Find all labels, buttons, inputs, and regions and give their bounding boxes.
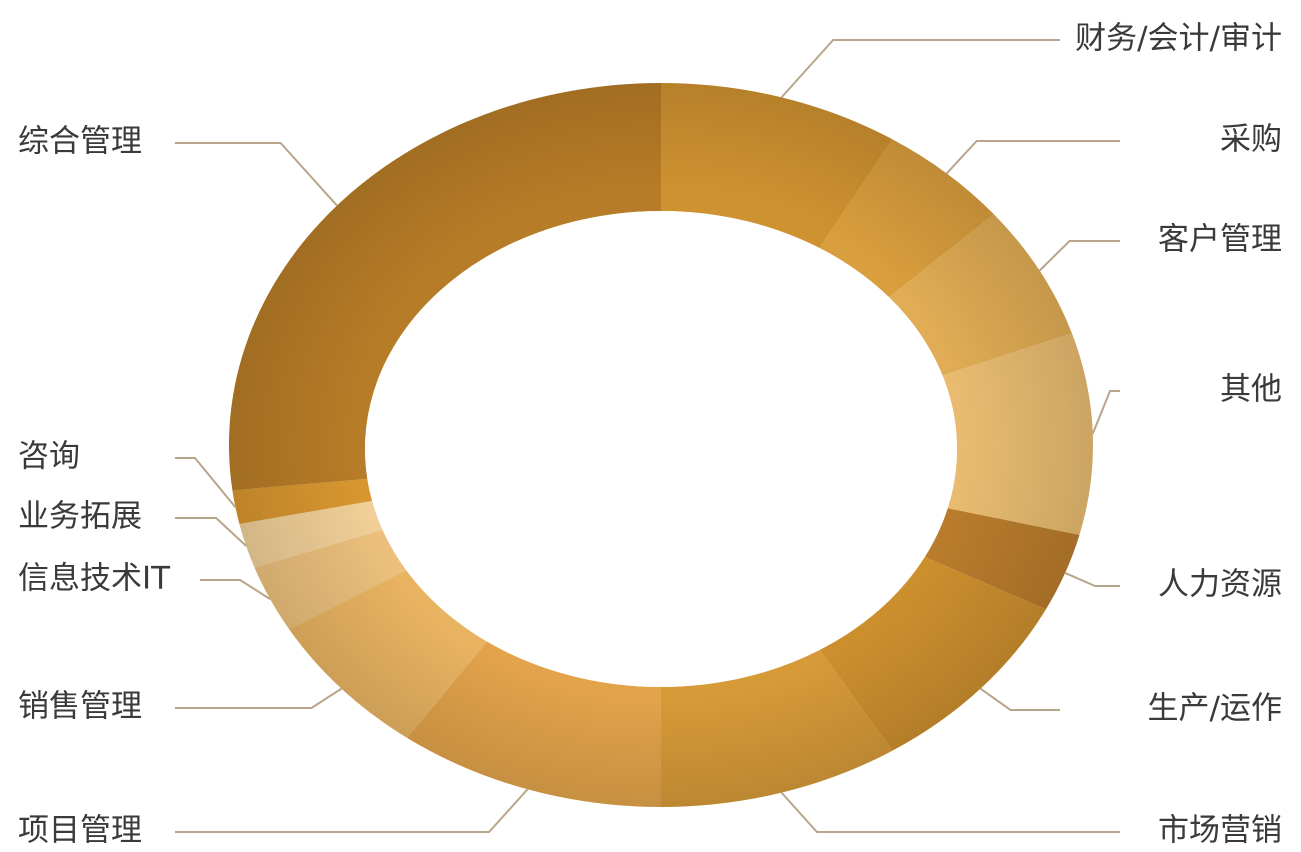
slice-label: 其他 — [1220, 372, 1282, 408]
leader-line — [175, 687, 343, 709]
slice-label-group: 市场营销 — [780, 791, 1282, 849]
slice-label-group: 信息技术IT — [18, 561, 271, 600]
slice-label-group: 人力资源 — [1064, 567, 1282, 603]
slice-label: 人力资源 — [1158, 567, 1282, 603]
leader-line — [1091, 390, 1120, 435]
slice-label-group: 综合管理 — [18, 124, 338, 207]
slice-label: 市场营销 — [1158, 813, 1282, 849]
leader-line — [175, 517, 247, 547]
leader-line — [1064, 572, 1120, 587]
slice-label: 综合管理 — [18, 124, 142, 160]
slice-label-group: 其他 — [1091, 372, 1282, 435]
slice-label-group: 业务拓展 — [18, 499, 247, 547]
slice-label: 客户管理 — [1158, 222, 1282, 258]
leader-line — [1038, 240, 1120, 272]
leader-line — [780, 39, 1060, 99]
slice-label-group: 咨询 — [18, 439, 237, 508]
slice-label: 项目管理 — [18, 813, 142, 849]
slice-label: 销售管理 — [18, 689, 142, 725]
leader-line — [175, 142, 338, 207]
donut-hole — [365, 211, 957, 687]
slice-label: 生产/运作 — [1148, 691, 1282, 727]
slice-label: 咨询 — [18, 439, 80, 475]
slice-label: 信息技术IT — [18, 561, 171, 597]
leader-line — [175, 457, 237, 508]
slice-label: 业务拓展 — [18, 499, 142, 535]
slice-label: 采购 — [1220, 122, 1282, 158]
donut-ring — [229, 83, 1093, 807]
slice-label: 财务/会计/审计 — [1075, 21, 1282, 57]
slice-label-group: 客户管理 — [1038, 222, 1282, 272]
slice-label-group: 财务/会计/审计 — [780, 21, 1282, 99]
leader-line — [979, 687, 1060, 711]
slice-label-group: 生产/运作 — [979, 687, 1282, 727]
leader-line — [780, 791, 1120, 833]
leader-line — [200, 579, 271, 600]
leader-line — [945, 140, 1120, 175]
slice-label-group: 项目管理 — [18, 788, 529, 849]
leader-line — [175, 788, 529, 833]
slice-label-group: 采购 — [945, 122, 1282, 175]
slice-label-group: 销售管理 — [18, 687, 343, 725]
